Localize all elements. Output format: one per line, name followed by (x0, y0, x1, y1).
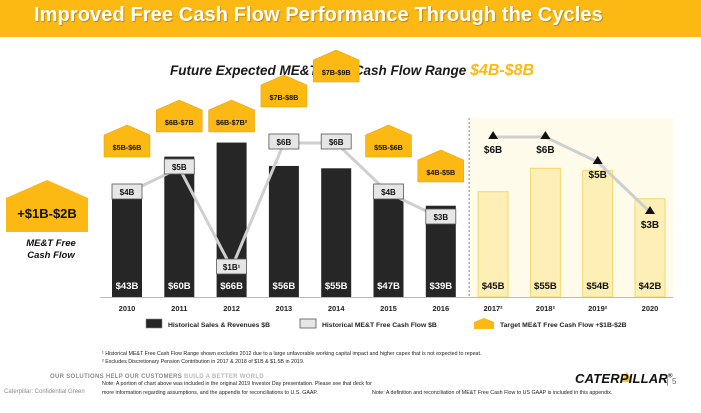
legend-label-target: Target ME&T Free Cash Flow +$1B-$2B (500, 322, 627, 329)
sales-label-6: $39B (429, 281, 452, 292)
target-label-0: $5B-$6B (113, 143, 142, 152)
side-badge-shape (6, 180, 88, 232)
side-note: ME&T Free Cash Flow (26, 238, 76, 261)
target-badge-5 (365, 124, 412, 158)
page-separator (667, 375, 668, 386)
x-tick-2: 2012 (223, 304, 240, 313)
sales-label-2: $66B (220, 281, 243, 292)
legend-label-fcf: Historical ME&T Free Cash Flow $B (322, 322, 437, 329)
target-badge-6 (417, 149, 465, 183)
sales-label-5: $47B (377, 281, 400, 292)
sales-label-3: $56B (273, 281, 296, 292)
sales-bar-8 (529, 167, 561, 298)
x-tick-8: 2018² (536, 304, 556, 313)
tagline-part-2: BUILD A BETTER WORLD (184, 374, 264, 380)
confidentiality-label: Caterpillar: Confidential Green (4, 389, 85, 395)
target-label-2: $6B-$7B² (216, 118, 248, 127)
x-tick-7: 2017² (484, 304, 504, 313)
fcf-box-6 (425, 208, 457, 225)
legend-label-sales: Historical Sales & Revenues $B (168, 322, 270, 329)
sales-label-7: $45B (482, 281, 505, 292)
note-right: Note: A definition and reconciliation of… (372, 390, 613, 396)
fcf-box-2 (216, 258, 248, 275)
tagline-part-1: OUR SOLUTIONS HELP OUR CUSTOMERS (50, 374, 183, 380)
x-tick-6: 2016 (432, 304, 449, 313)
sales-bar-7 (477, 191, 509, 298)
sales-label-0: $43B (116, 281, 139, 292)
sales-bar-9 (582, 170, 614, 298)
x-tick-0: 2010 (119, 304, 136, 313)
title-bar: Improved Free Cash Flow Performance Thro… (0, 0, 701, 37)
page-title: Improved Free Cash Flow Performance Thro… (34, 4, 603, 26)
fcf-label-1: $5B (172, 163, 187, 172)
subtitle-highlight: $4B-$8B (470, 62, 535, 79)
fcf-marker-8 (540, 131, 551, 139)
sales-bar-1 (164, 156, 195, 297)
sales-label-4: $55B (325, 281, 348, 292)
fcf-label-4: $6B (329, 138, 344, 147)
sales-label-10: $42B (639, 281, 662, 292)
sales-label-1: $60B (168, 281, 191, 292)
fcf-label-2: $1B¹ (223, 263, 241, 272)
sales-label-9: $54B (586, 281, 609, 292)
legend-swatch-target (474, 318, 494, 329)
legend-swatch-sales (145, 318, 163, 329)
fcf-label-9: $5B (589, 170, 607, 181)
fcf-box-3 (268, 133, 300, 150)
caterpillar-logo: CATERPILLAR® (575, 371, 673, 386)
fcf-box-4 (320, 133, 352, 150)
legend-swatch-fcf (299, 318, 317, 329)
footnote-2: ² Excludes Discretionary Pension Contrib… (102, 359, 305, 365)
target-badge-4 (312, 49, 360, 83)
target-label-3: $7B-$8B (270, 93, 299, 102)
fcf-label-5: $4B (381, 188, 396, 197)
sales-bar-4 (321, 168, 352, 297)
fcf-line-forecast (493, 135, 652, 214)
target-badge-2 (208, 99, 255, 133)
note-left-2: more information regarding assumptions, … (102, 390, 318, 396)
x-tick-3: 2013 (276, 304, 293, 313)
tagline: OUR SOLUTIONS HELP OUR CUSTOMERS BUILD A… (50, 374, 264, 380)
fcf-box-5 (373, 183, 404, 200)
x-tick-9: 2019² (588, 304, 608, 313)
logo-triangle-icon (621, 372, 633, 382)
x-tick-1: 2011 (171, 304, 187, 313)
side-badge: +$1B-$2B (6, 180, 88, 232)
sales-label-8: $55B (534, 281, 557, 292)
fcf-box-1 (163, 158, 195, 175)
note-left-1: Note: A portion of chart above was inclu… (102, 381, 372, 387)
x-tick-4: 2014 (328, 304, 346, 313)
fcf-marker-10 (645, 206, 655, 214)
x-tick-5: 2015 (380, 304, 397, 313)
target-badge-0 (103, 124, 151, 158)
side-badge-label: +$1B-$2B (17, 206, 77, 221)
fcf-marker-7 (488, 131, 499, 139)
logo-text: CATERPILLAR (575, 371, 668, 386)
target-label-5: $5B-$6B (374, 143, 403, 152)
fcf-label-0: $4B (120, 188, 135, 197)
target-badge-3 (260, 74, 308, 108)
sales-bar-0 (112, 196, 142, 297)
fcf-box-0 (111, 183, 143, 200)
fcf-label-6: $3B (433, 213, 448, 222)
fcf-label-7: $6B (484, 145, 502, 156)
x-tick-10: 2020 (642, 304, 659, 313)
page-number: 5 (672, 377, 677, 386)
target-label-1: $6B-$7B (165, 118, 194, 127)
fcf-label-10: $3B (641, 220, 659, 231)
sales-bar-5 (373, 187, 404, 297)
logo-registered: ® (667, 373, 673, 380)
target-label-6: $4B-$5B (426, 168, 455, 177)
sales-bar-3 (268, 165, 299, 297)
fcf-marker-9 (592, 156, 603, 164)
sales-bar-10 (634, 198, 666, 298)
fcf-label-3: $6B (277, 138, 292, 147)
fcf-label-8: $6B (536, 145, 554, 156)
footnote-1: ¹ Historical ME&T Free Cash Flow Range s… (102, 351, 482, 357)
target-badge-1 (156, 99, 203, 133)
target-label-4: $7B-$9B (322, 68, 351, 77)
